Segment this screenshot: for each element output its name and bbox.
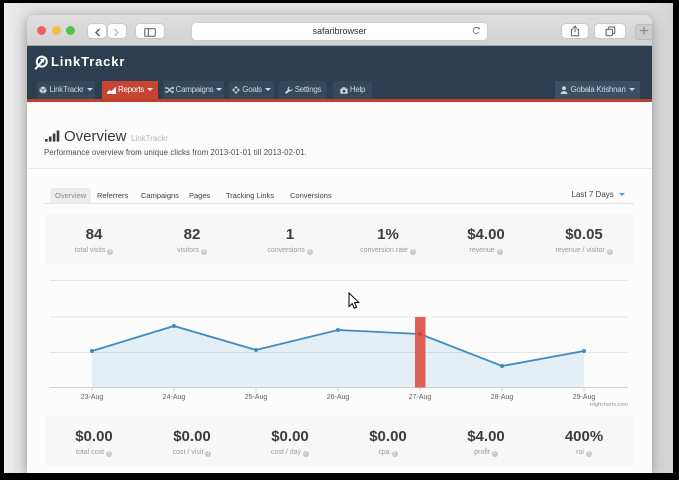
svg-text:Highcharts.com: Highcharts.com <box>590 402 629 408</box>
svg-text:25-Aug: 25-Aug <box>245 394 268 401</box>
svg-text:28-Aug: 28-Aug <box>491 394 514 401</box>
svg-text:24-Aug: 24-Aug <box>163 394 186 401</box>
svg-text:29-Aug: 29-Aug <box>573 394 596 401</box>
svg-text:23-Aug: 23-Aug <box>81 394 104 401</box>
svg-text:27-Aug: 27-Aug <box>409 394 432 401</box>
svg-text:26-Aug: 26-Aug <box>327 394 350 401</box>
